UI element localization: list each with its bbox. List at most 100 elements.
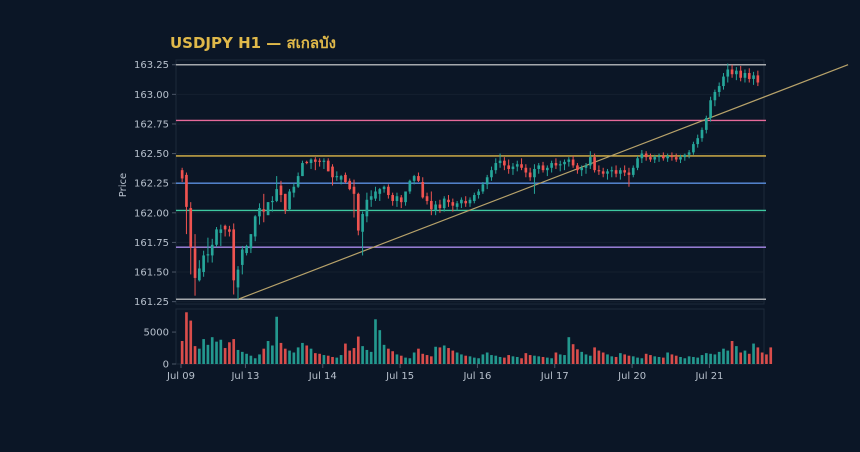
volume-bar bbox=[425, 355, 429, 364]
volume-bar bbox=[739, 352, 742, 364]
candle-body bbox=[627, 172, 631, 175]
volume-bar bbox=[228, 342, 231, 364]
candle-body bbox=[674, 157, 678, 160]
volume-bar bbox=[361, 346, 364, 364]
volume-bar bbox=[662, 357, 665, 364]
volume-bar bbox=[546, 357, 549, 364]
candle-body bbox=[546, 167, 549, 171]
candle-body bbox=[455, 203, 459, 207]
volume-bar bbox=[374, 319, 377, 364]
volume-bar bbox=[558, 354, 562, 364]
volume-bars bbox=[180, 312, 773, 364]
candle-body bbox=[425, 196, 429, 201]
candle-body bbox=[180, 170, 184, 179]
volume-bar bbox=[236, 349, 240, 364]
volume-bar bbox=[210, 337, 214, 364]
volume-bar bbox=[709, 353, 712, 364]
volume-bar bbox=[687, 356, 691, 364]
candle-body bbox=[692, 144, 695, 153]
volume-bar bbox=[339, 355, 343, 364]
candle-body bbox=[554, 163, 558, 166]
volume-bar bbox=[593, 347, 596, 364]
volume-bar bbox=[344, 343, 347, 364]
x-tick-label: Jul 15 bbox=[385, 371, 414, 382]
volume-bar bbox=[442, 345, 446, 364]
volume-bar bbox=[215, 341, 218, 364]
volume-bar bbox=[378, 330, 382, 364]
volume-bar bbox=[640, 358, 644, 364]
volume-bar bbox=[520, 358, 523, 364]
volume-bar bbox=[554, 352, 558, 364]
candle-body bbox=[636, 158, 639, 168]
candle-body bbox=[747, 73, 751, 79]
volume-bar bbox=[627, 355, 631, 364]
candle-body bbox=[614, 170, 618, 174]
candle-body bbox=[756, 75, 760, 83]
candle-body bbox=[722, 76, 725, 87]
candle-body bbox=[477, 191, 480, 196]
x-tick-label: Jul 09 bbox=[166, 371, 195, 382]
x-tick-label: Jul 14 bbox=[308, 371, 337, 382]
volume-bar bbox=[348, 350, 352, 364]
volume-bar bbox=[563, 355, 566, 364]
volume-bar bbox=[451, 350, 455, 364]
volume-bar bbox=[352, 348, 356, 364]
candle-body bbox=[249, 234, 253, 249]
volume-bar bbox=[623, 354, 626, 364]
candle-body bbox=[253, 216, 257, 237]
volume-bar bbox=[769, 347, 773, 364]
volume-bar bbox=[279, 342, 283, 364]
candle-body bbox=[331, 166, 334, 178]
x-axis-ticks: Jul 09 Jul 13 Jul 14 Jul 15 Jul 16 Jul 17 Jul … bbox=[166, 364, 723, 382]
volume-bar bbox=[335, 357, 339, 364]
candle-body bbox=[442, 198, 446, 209]
volume-bar bbox=[283, 348, 287, 364]
volume-bar bbox=[395, 354, 399, 364]
candle-body bbox=[352, 186, 356, 194]
candle-body bbox=[369, 196, 373, 200]
y-tick-label: 161.75 bbox=[134, 238, 169, 249]
volume-bar bbox=[743, 350, 747, 364]
volume-bar bbox=[533, 355, 536, 364]
volume-bar bbox=[322, 355, 326, 364]
volume-tick-label: 5000 bbox=[144, 328, 169, 339]
volume-bar bbox=[189, 320, 193, 364]
candle-body bbox=[348, 180, 352, 190]
candle-body bbox=[335, 176, 339, 178]
volume-tick-label: 0 bbox=[163, 360, 169, 371]
y-tick-label: 161.50 bbox=[134, 268, 169, 279]
chart-title: USDJPY H1 — สเกลบัง bbox=[170, 34, 336, 52]
candle-body bbox=[550, 163, 553, 168]
volume-bar bbox=[438, 347, 442, 364]
volume-bar bbox=[644, 353, 648, 364]
candle-body bbox=[275, 189, 278, 201]
volume-bar bbox=[412, 352, 416, 364]
volume-bar bbox=[503, 357, 506, 364]
volume-bar bbox=[717, 351, 721, 364]
candle-body bbox=[438, 204, 442, 209]
volume-bar bbox=[674, 355, 678, 364]
candle-body bbox=[644, 153, 648, 158]
candle-body bbox=[696, 138, 700, 145]
candle-body bbox=[640, 153, 644, 159]
volume-bar bbox=[722, 348, 725, 364]
candle-body bbox=[623, 170, 626, 173]
volume-bar bbox=[305, 345, 309, 364]
volume-axis-ticks: 0 5000 bbox=[144, 328, 176, 371]
volume-bar bbox=[494, 355, 498, 364]
volume-bar bbox=[318, 353, 321, 364]
volume-bar bbox=[679, 356, 682, 364]
volume-bar bbox=[202, 339, 205, 364]
fibonacci-levels bbox=[176, 64, 766, 300]
volume-bar bbox=[408, 358, 412, 364]
volume-bar bbox=[606, 354, 609, 364]
candle-body bbox=[460, 199, 463, 204]
candle-body bbox=[258, 208, 261, 217]
candle-body bbox=[752, 75, 755, 79]
candle-body bbox=[666, 155, 669, 159]
candle-body bbox=[679, 157, 682, 160]
candle-body bbox=[399, 197, 403, 203]
volume-bar bbox=[309, 348, 313, 364]
candle-body bbox=[511, 166, 515, 169]
candle-body bbox=[713, 91, 717, 101]
